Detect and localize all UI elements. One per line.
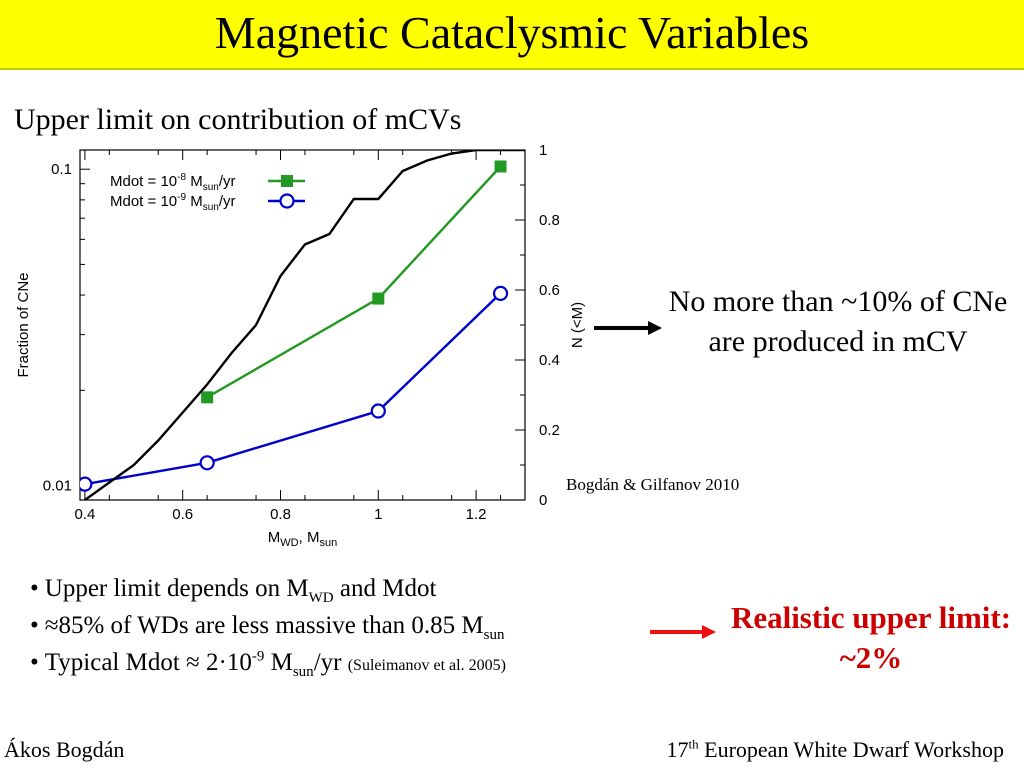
x-tick-label: 1.2 — [466, 506, 487, 523]
legend-marker-circle — [279, 193, 295, 209]
footer-event: 17th European White Dwarf Workshop — [667, 736, 1004, 764]
realistic-limit-text: Realistic upper limit: ~2% — [730, 600, 1012, 675]
bullet-text: Upper limit depends on M — [44, 575, 309, 602]
data-point-circle — [199, 455, 215, 471]
legend-label-part: Mdot = 10 — [110, 173, 177, 190]
black-arrow-icon — [594, 321, 662, 335]
red-arrow-icon — [650, 625, 716, 639]
footer-sup: th — [688, 736, 699, 752]
y-tick-label: 0.01 — [43, 478, 72, 495]
legend-label-part: -9 — [177, 192, 186, 203]
x-axis-label-part: , M — [299, 529, 320, 546]
title-bar: Magnetic Cataclysmic Variables — [0, 0, 1024, 70]
legend-label-part: M — [186, 193, 203, 210]
bullet-list: Upper limit depends on MWD and Mdot ≈85%… — [30, 570, 650, 684]
data-point-circle — [370, 403, 386, 419]
legend-label-part: sun — [203, 182, 219, 193]
y-axis-label: Fraction of CNe — [15, 272, 32, 377]
legend-label: Mdot = 10-8 Msun/yr — [110, 172, 236, 193]
slide-title: Magnetic Cataclysmic Variables — [214, 7, 810, 58]
bullet-text: /yr — [313, 649, 348, 676]
bullet-text: ≈85% of WDs are less massive than 0.85 M — [44, 612, 484, 639]
legend-label-part: /yr — [219, 173, 236, 190]
mass-fraction-chart: 0.4 0.6 0.8 1 1.2 0.01 0.1 0 0.2 0.4 0.6 0.8 1 Fracti… — [15, 142, 586, 549]
data-point-square — [494, 160, 507, 173]
bullet-item: Typical Mdot ≈ 2·10-9 Msun/yr (Suleimano… — [30, 644, 650, 684]
y2-tick-label: 0.8 — [539, 212, 560, 229]
legend-label-part: -8 — [177, 172, 186, 183]
data-point-square — [372, 292, 385, 305]
bullet-item: Upper limit depends on MWD and Mdot — [30, 570, 650, 607]
x-axis-label-part: M — [268, 529, 281, 546]
slide-subtitle: Upper limit on contribution of mCVs — [14, 103, 462, 136]
series-line-2 — [84, 150, 525, 500]
x-tick-label: 0.6 — [172, 506, 193, 523]
x-tick-label: 1 — [374, 506, 382, 523]
y2-axis-label: N (<M) — [569, 302, 586, 348]
y2-tick-label: 0.4 — [539, 352, 560, 369]
x-tick-label: 0.4 — [74, 506, 95, 523]
legend-label: Mdot = 10-9 Msun/yr — [110, 192, 236, 213]
bullet-sub: WD — [308, 590, 334, 606]
conclusion-text: No more than ~10% of CNe are produced in… — [668, 285, 1008, 358]
bullet-text: and Mdot — [333, 575, 437, 602]
legend-label-part: sun — [203, 202, 219, 213]
y2-tick-label: 0.6 — [539, 282, 560, 299]
x-axis-label-sub: sun — [319, 537, 337, 549]
legend-marker-square — [281, 175, 293, 187]
bullet-text: M — [264, 649, 293, 676]
footer-author: Ákos Bogdán — [4, 737, 125, 762]
x-axis-label-sub: WD — [280, 537, 298, 549]
bullet-sub: sun — [483, 627, 505, 643]
footer-number: 17 — [666, 737, 689, 762]
data-point-circle — [492, 285, 509, 301]
plot-area — [80, 150, 525, 500]
citation-credit: Bogdán & Gilfanov 2010 — [566, 475, 740, 494]
y2-tick-label: 0.2 — [539, 422, 560, 439]
legend-label-part: Mdot = 10 — [110, 193, 177, 210]
bullet-text: Typical Mdot ≈ 2·10 — [44, 649, 252, 676]
series-line-1 — [84, 292, 502, 486]
footer-event-name: European White Dwarf Workshop — [698, 737, 1004, 762]
bullet-sub: sun — [292, 664, 314, 680]
legend-label-part: M — [186, 173, 203, 190]
legend-label-part: /yr — [219, 193, 236, 210]
bullet-item: ≈85% of WDs are less massive than 0.85 M… — [30, 607, 650, 644]
data-point-square — [201, 391, 214, 404]
bullet-sup: -9 — [251, 648, 265, 665]
y2-tick-label: 0 — [539, 492, 547, 509]
series-line-0 — [206, 165, 502, 399]
y-tick-label: 0.1 — [51, 161, 72, 178]
bullet-reference: (Suleimanov et al. 2005) — [347, 657, 506, 674]
data-point-circle — [80, 476, 93, 492]
y2-tick-label: 1 — [539, 142, 547, 159]
x-axis-label: MWD, Msun — [268, 529, 337, 549]
x-tick-label: 0.8 — [270, 506, 291, 523]
